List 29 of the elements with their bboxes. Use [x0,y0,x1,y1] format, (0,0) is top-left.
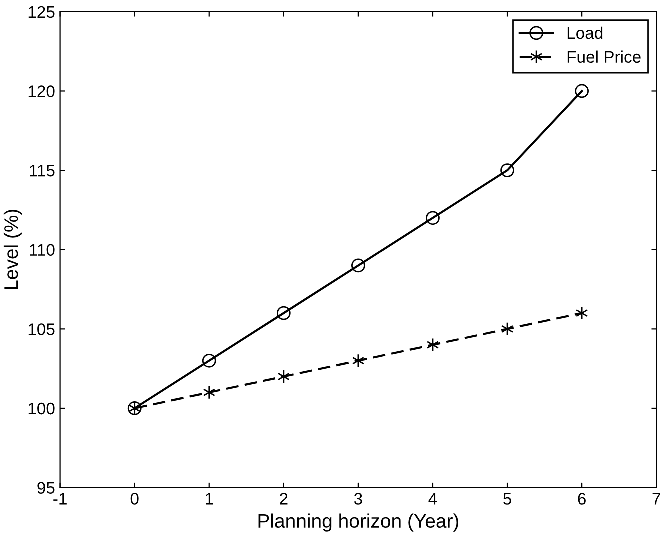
y-tick-label: 105 [28,324,55,336]
legend-label: Load [568,26,603,40]
point [426,211,440,226]
point [276,306,291,320]
y-tick-label: 120 [28,86,55,98]
y-tick-label: 110 [30,244,55,256]
y-tick-label: 95 [38,482,55,494]
x-tick-label: 7 [652,493,660,505]
x-tick-label: 0 [130,493,139,505]
point [202,354,216,368]
x-tick-label: 1 [206,493,214,505]
x-tick-label: 6 [578,493,586,505]
y-tick-label: 125 [28,6,55,18]
y-axis-title: Level (%) [4,210,22,290]
point [203,386,216,400]
x-tick-label: 4 [428,493,438,505]
legend-label: Fuel Price [568,50,641,64]
point [500,164,514,178]
y-tick-label: 100 [28,402,55,415]
x-tick-label: 5 [504,493,512,505]
x-tick-label: -1 [54,493,67,505]
x-tick-label: 2 [280,493,288,505]
point [576,306,588,320]
point [352,258,366,273]
x-axis-title: Planning horizon (Year) [258,514,459,532]
x-tick-label: 3 [354,493,362,505]
y-tick-label: 115 [30,165,55,177]
point [278,370,290,384]
point [575,84,590,98]
